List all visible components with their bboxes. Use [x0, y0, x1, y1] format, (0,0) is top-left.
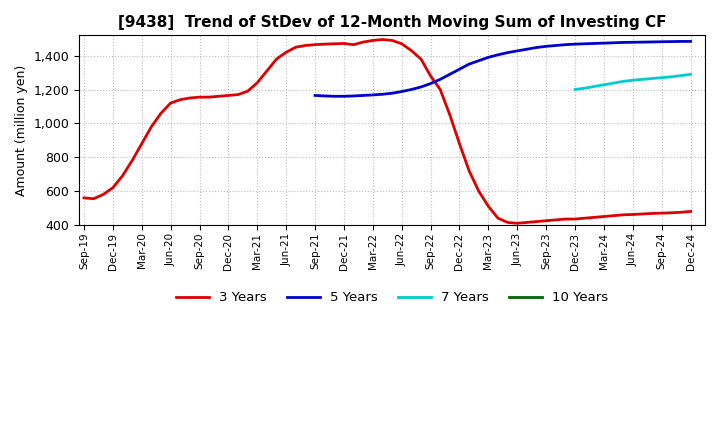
- 7 Years: [629, 77, 637, 83]
- 5 Years: [609, 40, 618, 45]
- 5 Years: [542, 44, 551, 49]
- 3 Years: [157, 110, 166, 116]
- 3 Years: [426, 73, 435, 79]
- 5 Years: [465, 62, 474, 67]
- Line: 5 Years: 5 Years: [315, 41, 690, 96]
- 3 Years: [686, 209, 695, 214]
- 5 Years: [571, 41, 580, 47]
- 3 Years: [80, 195, 89, 201]
- 5 Years: [407, 87, 415, 92]
- 5 Years: [532, 45, 541, 50]
- 5 Years: [320, 93, 329, 99]
- 5 Years: [657, 39, 666, 44]
- 5 Years: [474, 58, 483, 63]
- 5 Years: [523, 47, 531, 52]
- Title: [9438]  Trend of StDev of 12-Month Moving Sum of Investing CF: [9438] Trend of StDev of 12-Month Moving…: [118, 15, 666, 30]
- 5 Years: [629, 40, 637, 45]
- 5 Years: [580, 41, 589, 47]
- Line: 7 Years: 7 Years: [575, 74, 690, 89]
- 5 Years: [455, 66, 464, 72]
- 5 Years: [388, 91, 397, 96]
- 5 Years: [426, 81, 435, 86]
- 7 Years: [618, 79, 627, 84]
- 5 Years: [618, 40, 627, 45]
- 5 Years: [417, 84, 426, 90]
- 5 Years: [397, 89, 406, 94]
- 3 Years: [484, 204, 492, 209]
- 5 Years: [590, 41, 598, 46]
- 7 Years: [609, 81, 618, 86]
- 7 Years: [590, 84, 598, 89]
- 7 Years: [686, 72, 695, 77]
- 5 Years: [600, 40, 608, 46]
- 3 Years: [388, 38, 397, 43]
- 7 Years: [638, 77, 647, 82]
- 7 Years: [667, 74, 675, 80]
- Legend: 3 Years, 5 Years, 7 Years, 10 Years: 3 Years, 5 Years, 7 Years, 10 Years: [171, 286, 614, 309]
- 5 Years: [561, 42, 570, 47]
- 3 Years: [330, 41, 338, 47]
- 7 Years: [600, 82, 608, 88]
- 5 Years: [667, 39, 675, 44]
- 5 Years: [436, 77, 444, 82]
- 5 Years: [503, 50, 512, 55]
- 5 Years: [359, 93, 367, 98]
- 5 Years: [677, 39, 685, 44]
- Y-axis label: Amount (million yen): Amount (million yen): [15, 65, 28, 196]
- 5 Years: [446, 72, 454, 77]
- 5 Years: [349, 93, 358, 99]
- 5 Years: [494, 52, 503, 58]
- 3 Years: [513, 220, 521, 226]
- 7 Years: [657, 75, 666, 81]
- 3 Years: [474, 188, 483, 194]
- 5 Years: [638, 40, 647, 45]
- 3 Years: [378, 37, 387, 42]
- 7 Years: [580, 85, 589, 91]
- 5 Years: [513, 48, 521, 54]
- 5 Years: [648, 39, 657, 44]
- 7 Years: [677, 73, 685, 78]
- 5 Years: [330, 94, 338, 99]
- 5 Years: [369, 92, 377, 98]
- Line: 3 Years: 3 Years: [84, 40, 690, 223]
- 5 Years: [686, 39, 695, 44]
- 5 Years: [311, 93, 320, 98]
- 5 Years: [340, 94, 348, 99]
- 5 Years: [484, 55, 492, 60]
- 7 Years: [571, 87, 580, 92]
- 7 Years: [648, 76, 657, 81]
- 5 Years: [378, 92, 387, 97]
- 5 Years: [552, 43, 560, 48]
